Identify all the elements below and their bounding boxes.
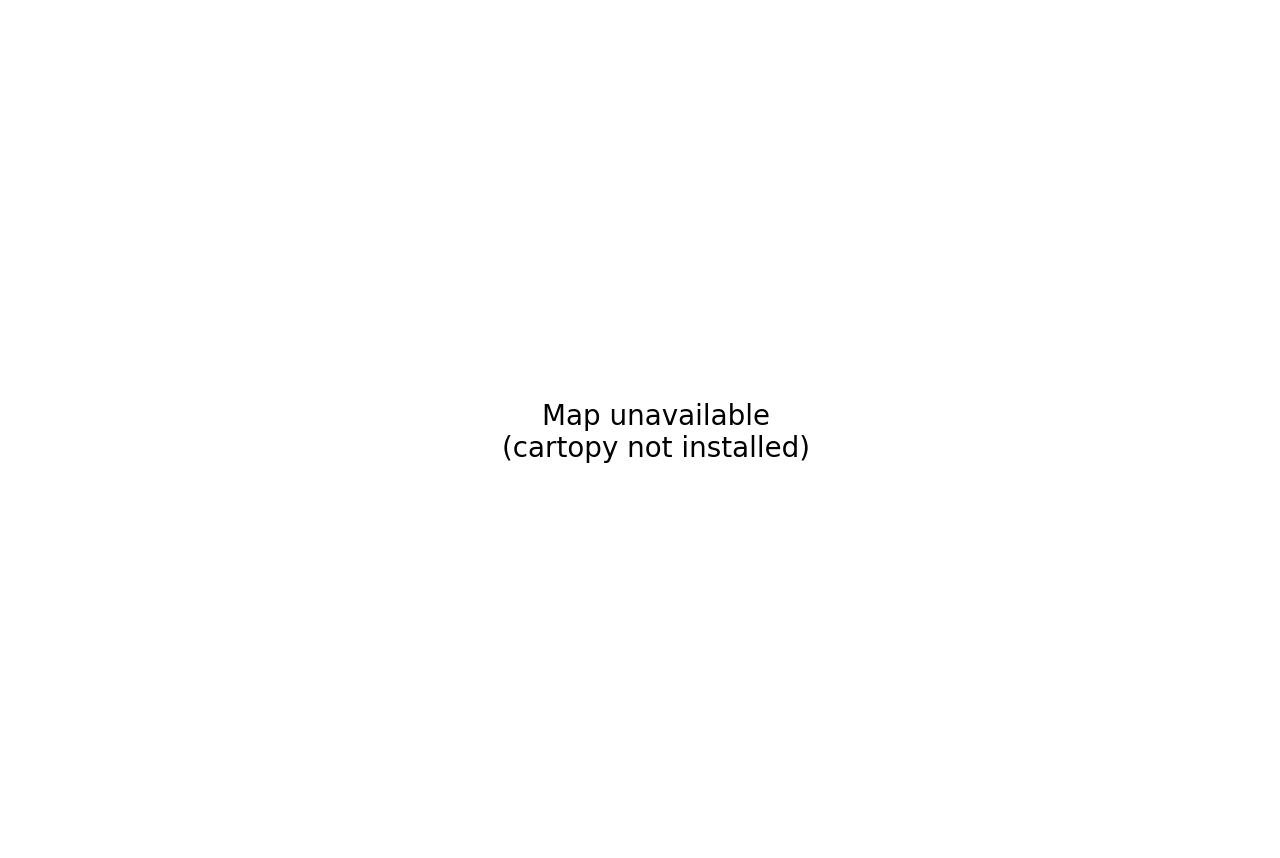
Text: Map unavailable
(cartopy not installed): Map unavailable (cartopy not installed) <box>502 403 810 463</box>
